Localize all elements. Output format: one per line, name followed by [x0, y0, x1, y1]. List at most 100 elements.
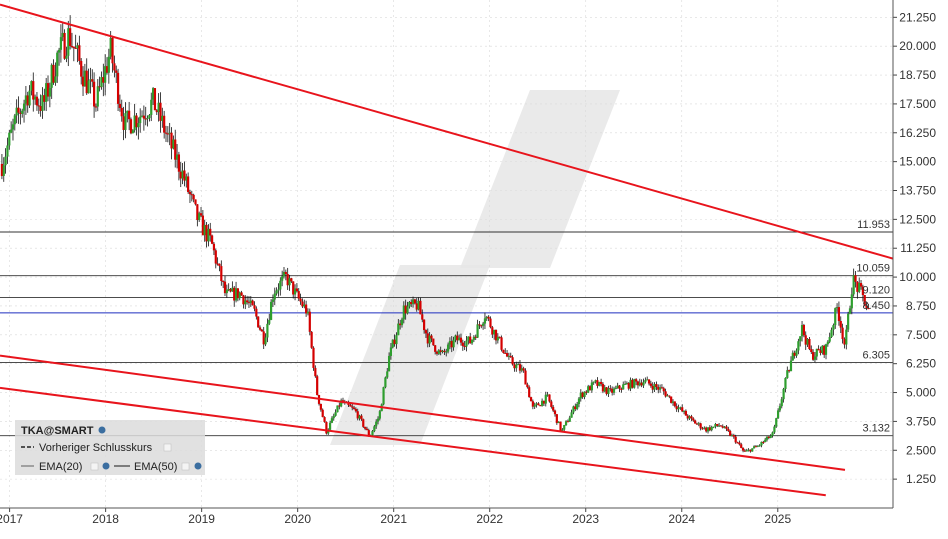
candle-body-400 — [738, 442, 741, 445]
candle-body-427 — [788, 370, 791, 372]
candle-body-444 — [819, 350, 822, 353]
candle-body-262 — [483, 318, 487, 324]
candle-body-281 — [518, 364, 522, 371]
candle-body-9 — [17, 107, 20, 113]
x-gridlines — [9, 0, 779, 512]
candle-body-438 — [808, 338, 811, 350]
y-tick-label-2: 18.750 — [899, 68, 936, 82]
legend-ema20-settings-icon[interactable] — [102, 462, 110, 470]
candle-body-390 — [719, 425, 723, 427]
candle-body-3 — [6, 145, 9, 157]
candle-body-55 — [102, 77, 105, 83]
candle-body-97 — [179, 171, 182, 179]
candle-body-395 — [729, 430, 732, 436]
candle-body-420 — [775, 418, 778, 427]
candle-body-452 — [834, 308, 837, 326]
candle-body-342 — [631, 379, 634, 388]
candle-body-124 — [229, 288, 232, 292]
candle-body-285 — [526, 384, 529, 388]
candle-body-244 — [450, 341, 453, 348]
candle-body-73 — [135, 115, 138, 128]
y-tick-label-16: 1.250 — [906, 472, 936, 486]
legend-ema50-checkbox[interactable] — [181, 462, 190, 471]
candle-body-165 — [305, 304, 308, 314]
candle-body-80 — [148, 114, 151, 119]
candle-body-374 — [690, 416, 693, 419]
candle-body-391 — [721, 426, 724, 428]
candle-body-210 — [387, 355, 391, 372]
candle-body-152 — [281, 276, 284, 281]
candle-body-299 — [552, 406, 555, 411]
y-gridlines — [0, 16, 897, 480]
candle-body-238 — [439, 350, 442, 352]
candle-body-289 — [533, 404, 536, 407]
legend-prev-close-checkbox[interactable] — [163, 443, 172, 452]
candle-body-249 — [459, 337, 463, 343]
candle-body-56 — [104, 66, 107, 83]
candle-body-392 — [723, 426, 726, 428]
trend-line-2 — [0, 386, 826, 497]
candle-body-18 — [34, 96, 37, 100]
candle-body-195 — [360, 415, 363, 420]
candle-body-221 — [408, 302, 411, 307]
candle-body-212 — [391, 339, 394, 348]
candle-body-401 — [740, 444, 743, 448]
candle-body-377 — [695, 423, 699, 425]
candle-body-442 — [815, 348, 818, 357]
candle-body-218 — [402, 305, 405, 320]
candle-body-296 — [546, 394, 549, 396]
y-tick-label-10: 8.750 — [906, 299, 936, 313]
candle-body-211 — [389, 347, 393, 356]
candle-body-234 — [432, 338, 435, 346]
candle-body-93 — [172, 139, 175, 149]
candle-body-450 — [830, 329, 833, 338]
candle-body-319 — [588, 386, 592, 391]
y-tick-label-7: 12.500 — [899, 212, 936, 226]
candle-body-417 — [769, 435, 772, 438]
candle-body-219 — [404, 305, 407, 314]
x-tick-label-2: 2019 — [188, 512, 215, 526]
candle-body-359 — [662, 388, 665, 392]
candle-body-346 — [638, 382, 641, 386]
candle-body-406 — [749, 449, 752, 452]
candle-body-160 — [295, 288, 298, 292]
candle-body-169 — [312, 347, 315, 368]
candle-body-105 — [194, 199, 197, 205]
candle-body-72 — [133, 115, 136, 131]
candle-body-102 — [188, 191, 192, 195]
candle-body-408 — [753, 446, 756, 449]
candle-body-205 — [378, 411, 381, 419]
candle-body-84 — [155, 110, 158, 113]
candle-body-241 — [445, 351, 448, 353]
legend-ema50-settings-icon[interactable] — [194, 462, 202, 470]
legend-title-settings-icon[interactable] — [98, 426, 106, 434]
candle-body-326 — [601, 383, 605, 392]
candle-body-440 — [812, 352, 815, 360]
candle-body-45 — [83, 70, 86, 87]
candle-body-175 — [323, 417, 326, 422]
level-labels: 11.953 10.059 9.120 8.450 6.305 3.132 — [856, 219, 890, 435]
candle-body-170 — [314, 367, 317, 377]
candle-body-314 — [579, 392, 582, 399]
candle-body-367 — [677, 407, 680, 410]
candle-body-270 — [498, 336, 501, 338]
candle-body-455 — [839, 320, 842, 328]
candle-body-354 — [653, 384, 656, 390]
candle-body-140 — [258, 327, 262, 330]
candle-body-83 — [153, 88, 157, 111]
candle-body-252 — [465, 340, 468, 347]
candle-body-14 — [26, 95, 29, 106]
candle-body-60 — [111, 37, 114, 64]
candle-body-468 — [863, 294, 866, 306]
y-tick-label-9: 10.000 — [899, 270, 936, 284]
candle-body-365 — [673, 401, 676, 407]
candle-body-279 — [515, 364, 518, 369]
candle-body-413 — [762, 441, 765, 443]
candle-body-17 — [32, 81, 35, 100]
candle-body-451 — [832, 325, 835, 330]
candle-body-156 — [288, 278, 291, 286]
candle-body-122 — [225, 289, 228, 294]
candle-body-223 — [411, 299, 415, 305]
legend-ema20-checkbox[interactable] — [90, 462, 99, 471]
